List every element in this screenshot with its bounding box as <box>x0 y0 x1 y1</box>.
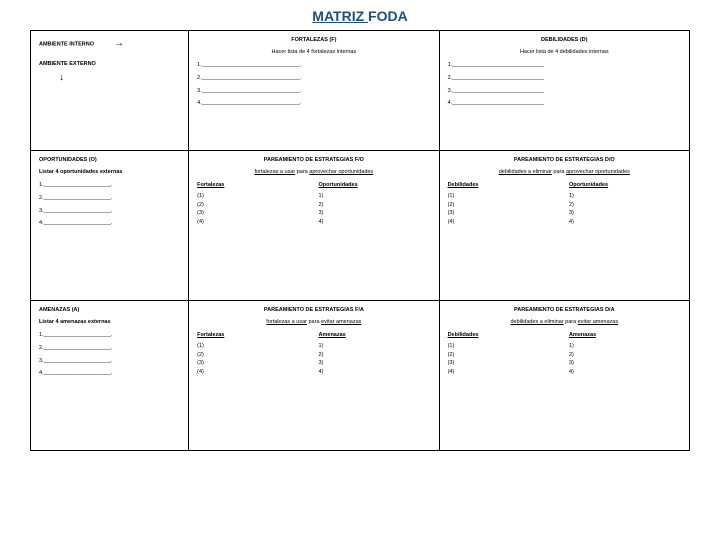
do-head: PAREAMIENTO DE ESTRATEGIAS D/O <box>448 157 681 165</box>
cell-fortalezas: FORTALEZAS (F) Hacer lista de 4 fortalez… <box>189 31 439 151</box>
fo-left-head: Fortalezas <box>197 182 309 190</box>
fa-right-list: 1)2)3)4) <box>319 343 431 377</box>
blank-line: 2.______________________________ <box>448 75 681 83</box>
fo-right-list: 1)2)3)4) <box>319 193 431 227</box>
blank-line: 1.______________________. <box>39 182 180 190</box>
do-sub: debilidades a eliminar para aprovechar o… <box>448 169 681 177</box>
da-left-list: (1)(2)(3)(4) <box>448 343 560 377</box>
amb-interno: AMBIENTE INTERNO <box>39 41 94 47</box>
page-title: MATRIZ FODA <box>30 8 690 24</box>
blank-line: 1.______________________________ <box>448 62 681 70</box>
cell-debilidades: DEBILIDADES (D) Hacer lista de 4 debilid… <box>439 31 689 151</box>
blank-line: 2.______________________. <box>39 195 180 203</box>
fa-left-head: Fortalezas <box>197 332 309 340</box>
oportunidades-list: 1.______________________. 2.____________… <box>39 182 180 228</box>
fa-left-list: (1)(2)(3)(4) <box>197 343 309 377</box>
da-right-head: Amenazas <box>569 332 681 340</box>
da-head: PAREAMIENTO DE ESTRATEGIAS D/A <box>448 307 681 315</box>
fo-left-list: (1)(2)(3)(4) <box>197 193 309 227</box>
amenazas-sub: Listar 4 amenazas externas <box>39 319 180 327</box>
blank-line: 3.______________________. <box>39 208 180 216</box>
cell-amenazas: AMENAZAS (A) Listar 4 amenazas externas … <box>31 301 189 451</box>
fa-sub: fortalezas a usar para evitar amenazas <box>197 319 430 327</box>
fa-head: PAREAMIENTO DE ESTRATEGIAS F/A <box>197 307 430 315</box>
cell-fo: PAREAMIENTO DE ESTRATEGIAS F/O fortaleza… <box>189 151 439 301</box>
cell-ambiente: AMBIENTE INTERNO AMBIENTE EXTERNO ↓ <box>31 31 189 151</box>
title-right: FODA <box>368 8 408 24</box>
debilidades-sub: Hacer lista de 4 debilidades internas <box>448 49 681 57</box>
blank-line: 3.________________________________. <box>197 88 430 96</box>
fortalezas-sub: Hacer lista de 4 fortalezas internas <box>197 49 430 57</box>
cell-fa: PAREAMIENTO DE ESTRATEGIAS F/A fortaleza… <box>189 301 439 451</box>
blank-line: 3.______________________. <box>39 358 180 366</box>
blank-line: 1.________________________________. <box>197 62 430 70</box>
fo-head: PAREAMIENTO DE ESTRATEGIAS F/O <box>197 157 430 165</box>
cell-da: PAREAMIENTO DE ESTRATEGIAS D/A debilidad… <box>439 301 689 451</box>
blank-line: 4.________________________________. <box>197 100 430 108</box>
arrow-down-icon: ↓ <box>59 71 180 85</box>
da-sub: debilidades a eliminar para evitar amena… <box>448 319 681 327</box>
debilidades-head: DEBILIDADES (D) <box>448 37 681 45</box>
fortalezas-list: 1.________________________________. 2.__… <box>197 62 430 108</box>
fo-right-head: Oportunidades <box>319 182 431 190</box>
blank-line: 3.______________________________ <box>448 88 681 96</box>
amb-externo: AMBIENTE EXTERNO <box>39 61 96 67</box>
fortalezas-head: FORTALEZAS (F) <box>197 37 430 45</box>
do-left-head: Debilidades <box>448 182 560 190</box>
fo-sub: fortalezas a usar para aprovechar oportu… <box>197 169 430 177</box>
da-left-head: Debilidades <box>448 332 560 340</box>
cell-oportunidades: OPORTUNIDADES (O) Listar 4 oportunidades… <box>31 151 189 301</box>
blank-line: 4.______________________. <box>39 220 180 228</box>
oportunidades-head: OPORTUNIDADES (O) <box>39 157 180 165</box>
blank-line: 4.______________________________ <box>448 100 681 108</box>
blank-line: 1.______________________. <box>39 332 180 340</box>
title-left: MATRIZ <box>312 8 368 24</box>
do-left-list: (1)(2)(3)(4) <box>448 193 560 227</box>
do-right-list: 1)2)3)4) <box>569 193 681 227</box>
da-right-list: 1)2)3)4) <box>569 343 681 377</box>
foda-matrix: AMBIENTE INTERNO AMBIENTE EXTERNO ↓ FORT… <box>30 30 690 451</box>
cell-do: PAREAMIENTO DE ESTRATEGIAS D/O debilidad… <box>439 151 689 301</box>
blank-line: 2.______________________. <box>39 345 180 353</box>
blank-line: 2.________________________________. <box>197 75 430 83</box>
fa-right-head: Amenazas <box>319 332 431 340</box>
blank-line: 4.______________________. <box>39 370 180 378</box>
oportunidades-sub: Listar 4 oportunidades externas <box>39 169 180 177</box>
amenazas-head: AMENAZAS (A) <box>39 307 180 315</box>
do-right-head: Oportunidades <box>569 182 681 190</box>
debilidades-list: 1.______________________________ 2._____… <box>448 62 681 108</box>
arrow-right-icon <box>94 41 124 47</box>
amenazas-list: 1.______________________. 2.____________… <box>39 332 180 378</box>
